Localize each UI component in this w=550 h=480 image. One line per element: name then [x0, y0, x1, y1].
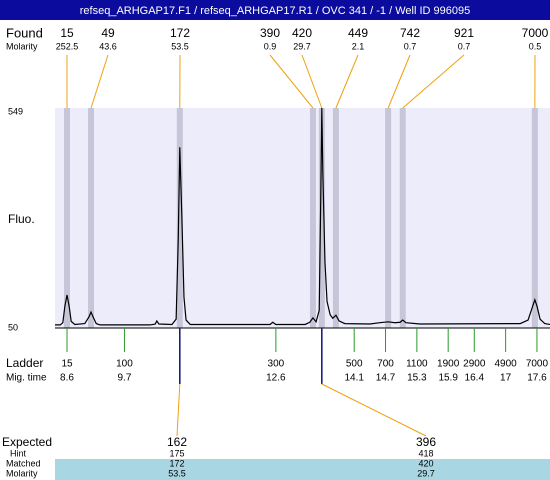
peak-molarity: 53.5: [171, 41, 189, 51]
ladder-size: 100: [116, 359, 133, 370]
peak-molarity: 2.1: [352, 41, 365, 51]
peak-size: 49: [101, 26, 115, 40]
y-tick-label: 549: [8, 106, 23, 116]
peak-size: 921: [454, 26, 474, 40]
expected-value: 396: [416, 435, 436, 449]
ladder-time: 15.9: [438, 373, 458, 384]
peak-size: 15: [60, 26, 74, 40]
ladder-size: 1100: [406, 359, 428, 370]
header-title: refseq_ARHGAP17.F1 / refseq_ARHGAP17.R1 …: [80, 5, 470, 17]
peak-band: [318, 108, 325, 328]
peak-connector: [387, 54, 411, 109]
hint-value: 175: [169, 448, 184, 458]
peak-band: [309, 108, 316, 328]
ladder-time: 14.1: [344, 373, 364, 384]
matched-band: [55, 459, 550, 480]
y-axis-label: Fluo.: [8, 212, 35, 226]
mig-time-label: Mig. time: [6, 373, 47, 384]
peak-size: 172: [170, 26, 190, 40]
found-label: Found: [6, 25, 43, 40]
peak-connector: [335, 54, 359, 109]
matched-value: 420: [418, 458, 433, 468]
peak-connector: [402, 54, 465, 109]
matched-molarity: 53.5: [168, 468, 186, 478]
ladder-time: 17.6: [527, 373, 547, 384]
expected-connector: [321, 383, 427, 437]
peak-molarity: 29.7: [293, 41, 311, 51]
plot-area: [55, 108, 550, 328]
peak-band: [385, 108, 392, 328]
peak-band: [176, 108, 183, 328]
ladder-time: 16.4: [465, 373, 485, 384]
peak-band: [332, 108, 339, 328]
expected-value: 162: [167, 435, 187, 449]
ladder-size: 15: [61, 359, 73, 370]
peak-molarity: 252.5: [56, 41, 79, 51]
matched-value: 172: [169, 458, 184, 468]
ladder-label: Ladder: [6, 356, 43, 370]
peak-band: [531, 108, 538, 328]
molarity-label: Molarity: [6, 41, 38, 51]
ladder-size: 300: [268, 359, 285, 370]
peak-molarity: 0.9: [264, 41, 277, 51]
peak-band: [88, 108, 95, 328]
ladder-size: 2900: [463, 359, 486, 370]
expected-connector: [176, 383, 181, 437]
peak-band: [64, 108, 71, 328]
ladder-size: 700: [377, 359, 394, 370]
expected-label: Expected: [2, 435, 52, 449]
peak-size: 449: [348, 26, 368, 40]
peak-molarity: 0.7: [458, 41, 471, 51]
peak-molarity: 43.6: [99, 41, 117, 51]
hint-value: 418: [418, 448, 433, 458]
peak-molarity: 0.5: [529, 41, 542, 51]
peak-molarity: 0.7: [404, 41, 417, 51]
peak-connector: [269, 54, 314, 109]
ladder-time: 12.6: [266, 373, 286, 384]
peak-connector: [301, 54, 323, 109]
header-bar: [0, 0, 550, 20]
peak-size: 7000: [522, 26, 549, 40]
trace: [55, 107, 550, 326]
ladder-time: 9.7: [117, 373, 131, 384]
ladder-size: 1900: [437, 359, 460, 370]
ladder-size: 7000: [526, 359, 549, 370]
peak-size: 742: [400, 26, 420, 40]
ladder-size: 500: [346, 359, 363, 370]
peak-connector: [90, 54, 109, 109]
ladder-size: 4900: [494, 359, 517, 370]
peak-size: 390: [260, 26, 280, 40]
ladder-time: 14.7: [376, 373, 396, 384]
matched-label: Matched: [6, 458, 41, 468]
ladder-time: 15.3: [407, 373, 427, 384]
matched-molarity: 29.7: [417, 468, 435, 478]
peak-band: [399, 108, 406, 328]
molarity-matched-label: Molarity: [6, 468, 38, 478]
y-tick-label: 50: [8, 322, 18, 332]
ladder-time: 17: [500, 373, 512, 384]
peak-size: 420: [292, 26, 312, 40]
ladder-time: 8.6: [60, 373, 74, 384]
hint-label: Hint: [10, 448, 27, 458]
